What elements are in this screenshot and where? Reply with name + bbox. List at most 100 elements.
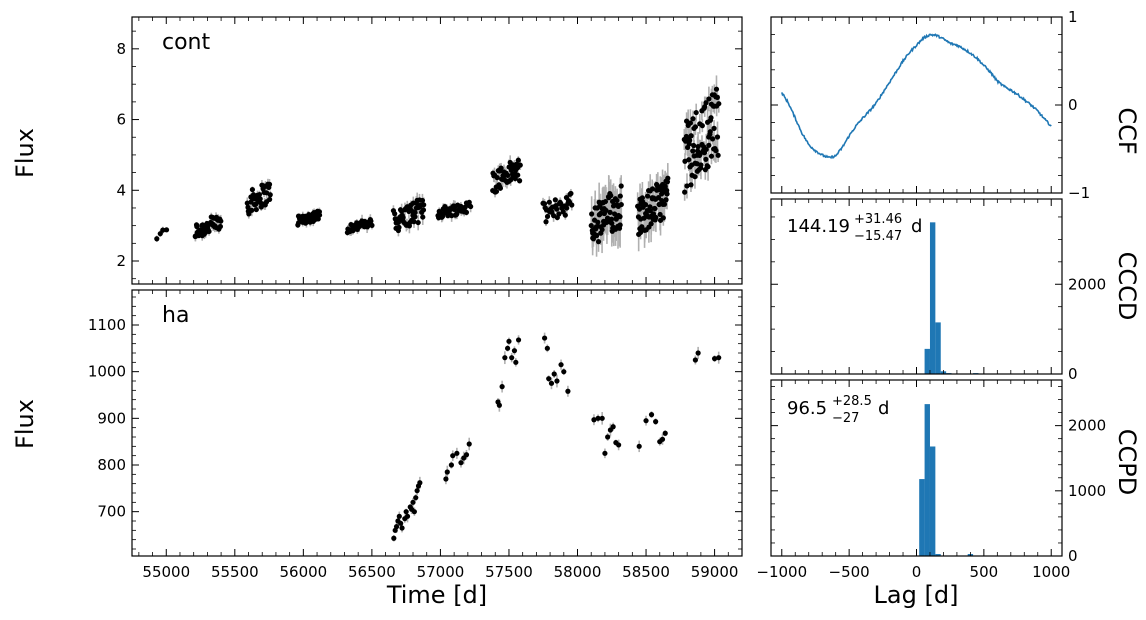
histogram-bar — [919, 479, 925, 556]
data-point — [713, 148, 719, 154]
y-tick-label: 1100 — [88, 316, 126, 334]
data-point — [617, 193, 623, 199]
data-point — [391, 535, 397, 541]
data-point — [599, 415, 605, 421]
data-point — [496, 402, 502, 408]
data-point — [648, 221, 654, 227]
data-point — [684, 183, 690, 189]
data-point — [266, 181, 273, 187]
data-point — [413, 495, 419, 501]
x-tick-label: 59000 — [691, 563, 739, 581]
data-point — [687, 120, 693, 126]
data-point — [647, 208, 653, 214]
data-point — [562, 212, 568, 218]
data-point — [511, 348, 518, 354]
data-point — [610, 424, 616, 430]
ccpd-ylabel: CCPD — [1113, 429, 1141, 495]
data-point — [542, 335, 548, 341]
cccd-annotation-sub: −15.47 — [854, 229, 902, 244]
x-tick-label: 0 — [912, 563, 922, 581]
data-point — [603, 207, 609, 214]
histogram-bar — [929, 446, 936, 556]
x-tick-label: 55000 — [142, 563, 190, 581]
data-point — [643, 418, 649, 424]
x-tick-label: −1000 — [756, 563, 807, 581]
data-point — [707, 129, 713, 135]
data-point — [588, 222, 594, 229]
data-point — [509, 355, 515, 361]
data-point — [217, 223, 224, 230]
data-point — [591, 417, 597, 423]
data-point — [652, 205, 658, 212]
data-point — [515, 337, 522, 343]
data-point — [593, 232, 600, 239]
data-point — [551, 371, 557, 377]
data-point — [517, 162, 523, 168]
data-point — [544, 345, 550, 351]
data-point — [502, 355, 508, 361]
data-point — [396, 513, 402, 519]
data-point — [257, 196, 263, 202]
data-point — [411, 509, 417, 515]
data-point — [554, 378, 560, 384]
data-point — [267, 196, 273, 203]
data-point — [693, 109, 699, 116]
data-point — [399, 525, 405, 531]
data-point — [466, 441, 472, 447]
data-point — [715, 152, 721, 158]
data-point — [303, 219, 310, 225]
data-point — [160, 227, 166, 233]
data-point — [659, 436, 666, 442]
histogram-bar — [935, 322, 941, 374]
ccpd-annotation-value: 96.5 — [787, 398, 827, 419]
data-point — [713, 86, 720, 92]
data-point — [458, 460, 464, 466]
histogram-bar — [924, 348, 930, 374]
ha-panel-label: ha — [162, 303, 189, 328]
data-point — [711, 125, 717, 131]
data-point — [450, 453, 456, 459]
data-point — [504, 345, 511, 351]
data-point — [711, 356, 718, 362]
data-point — [663, 197, 669, 203]
data-point — [552, 197, 558, 203]
data-point — [544, 213, 551, 220]
data-point — [419, 197, 426, 204]
x-tick-label: 56000 — [279, 563, 327, 581]
data-point — [642, 202, 649, 208]
data-point — [686, 157, 692, 163]
cccd-ylabel: CCCD — [1113, 252, 1141, 321]
y-tick-label: 1000 — [1068, 482, 1106, 500]
ccpd-annotation-sup: +28.5 — [832, 394, 872, 409]
axes-frame — [131, 16, 743, 285]
data-point — [414, 488, 420, 494]
cont-ylabel: Flux — [11, 128, 39, 178]
lag-xlabel: Lag [d] — [874, 581, 959, 609]
data-point — [618, 201, 624, 208]
data-point — [599, 227, 605, 233]
data-point — [699, 123, 705, 129]
histogram-bar — [935, 554, 941, 556]
y-tick-label: 6 — [116, 111, 126, 129]
data-point — [692, 357, 698, 363]
y-tick-label: 0 — [1068, 96, 1078, 114]
data-point — [448, 462, 454, 468]
ccf-ylabel: CCF — [1113, 107, 1141, 154]
x-tick-label: 56500 — [348, 563, 396, 581]
data-point — [656, 201, 662, 208]
data-point — [163, 227, 170, 233]
data-point — [653, 419, 659, 425]
data-point — [691, 142, 697, 149]
x-tick-label: 57000 — [417, 563, 465, 581]
data-point — [709, 136, 716, 142]
y-tick-label: 2000 — [1068, 275, 1106, 293]
data-point — [589, 211, 595, 217]
data-point — [546, 376, 552, 382]
data-point — [568, 190, 574, 197]
data-point — [556, 211, 562, 217]
data-point — [250, 192, 257, 198]
y-tick-label: 2000 — [1068, 417, 1106, 435]
y-tick-label: 0 — [1068, 547, 1078, 565]
